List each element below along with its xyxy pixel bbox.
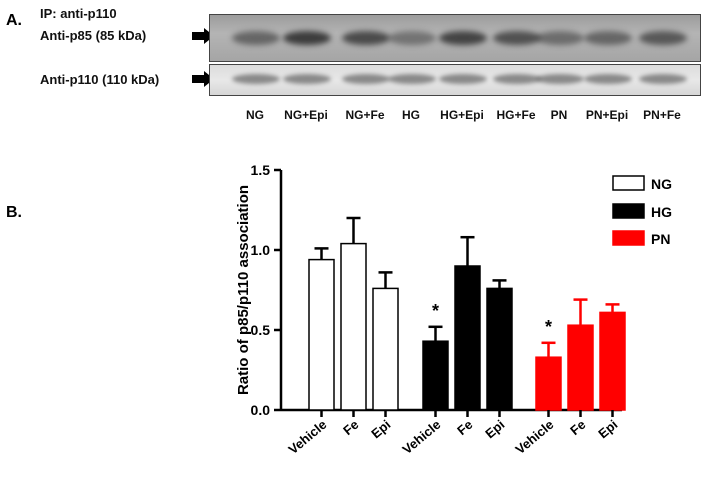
p110-band [493, 74, 541, 84]
p85-band [232, 31, 280, 45]
p85-band [342, 31, 390, 45]
row1-arrow-icon [192, 28, 214, 44]
lane-label: HG [402, 108, 420, 122]
lane-label: HG+Fe [496, 108, 536, 122]
legend-label: PN [651, 231, 670, 247]
lane-label: NG [246, 108, 264, 122]
panel-a-label: A. [6, 12, 22, 29]
legend-swatch [612, 230, 645, 246]
bar [535, 356, 562, 411]
lane-label: NG+Fe [345, 108, 385, 122]
ip-label: IP: anti-p110 [40, 6, 117, 21]
legend-label: HG [651, 204, 672, 220]
p110-band [342, 74, 390, 84]
p110-band [232, 74, 280, 84]
blot-p85 [209, 14, 701, 62]
significance-marker: * [545, 317, 552, 337]
row2-label: Anti-p110 (110 kDa) [40, 72, 160, 87]
p85-band [536, 31, 584, 45]
bar [372, 287, 399, 411]
p85-band [493, 31, 541, 45]
y-tick-label: 0.0 [251, 402, 271, 418]
x-tick-label: Vehicle [399, 417, 443, 457]
bar [567, 324, 594, 411]
p110-band [639, 74, 687, 84]
row2-arrow-icon [192, 71, 214, 87]
x-tick-label: Fe [340, 417, 361, 438]
x-tick-label: Vehicle [285, 417, 329, 457]
p85-band [388, 31, 436, 45]
significance-marker: * [432, 301, 439, 321]
p85-band [639, 31, 687, 45]
bar [422, 340, 449, 411]
p85-band [283, 31, 331, 45]
y-tick-label: 0.5 [251, 322, 271, 338]
p110-band [584, 74, 632, 84]
bar [340, 242, 367, 411]
lane-label: HG+Epi [440, 108, 484, 122]
p85-band [439, 31, 487, 45]
p110-band [388, 74, 436, 84]
x-tick-label: Epi [368, 417, 393, 441]
legend-swatch [612, 175, 645, 191]
y-axis-label: Ratio of p85/p110 association [235, 185, 252, 395]
lane-label: NG+Epi [284, 108, 328, 122]
legend-swatch [612, 203, 645, 219]
p110-band [439, 74, 487, 84]
p110-band [283, 74, 331, 84]
p85-band [584, 31, 632, 45]
legend-label: NG [651, 176, 672, 192]
bar [599, 311, 626, 411]
p110-band [536, 74, 584, 84]
x-tick-label: Fe [454, 417, 475, 438]
x-tick-label: Epi [595, 417, 620, 441]
bar [454, 265, 481, 411]
row1-label: Anti-p85 (85 kDa) [40, 28, 147, 43]
y-tick-label: 1.5 [251, 162, 271, 178]
blot-p110 [209, 64, 701, 96]
lane-label: PN+Fe [643, 108, 681, 122]
bar [486, 287, 513, 411]
lane-label: PN+Epi [585, 108, 629, 122]
panel-b-label: B. [6, 204, 22, 221]
x-tick-label: Vehicle [512, 417, 556, 457]
y-tick-label: 1.0 [251, 242, 271, 258]
lane-label: PN [550, 108, 568, 122]
bar [308, 258, 335, 411]
x-tick-label: Fe [567, 417, 588, 438]
x-tick-label: Epi [482, 417, 507, 441]
